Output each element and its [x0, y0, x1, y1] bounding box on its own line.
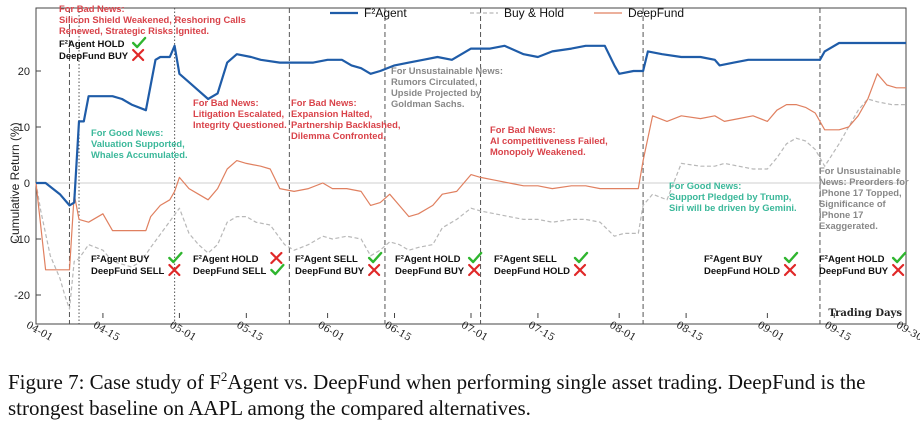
decision-f2-label: F²Agent HOLD [395, 254, 461, 265]
news-unsustainable-line: iPhone 17 [819, 209, 863, 220]
series-line-f2 [36, 41, 906, 207]
news-unsustainable-line: For Unsustainable [819, 165, 901, 176]
news-bad-line: Expansion Halted, [291, 108, 372, 119]
news-bad-line: AI competitiveness Failed, [490, 135, 608, 146]
x-tick-label: 07-01 [459, 320, 489, 344]
x-tick-label: 05-01 [167, 320, 197, 344]
news-bad-line: For Bad News: [59, 3, 125, 14]
news-unsustainable-line: iPhone 17 Topped, [819, 187, 902, 198]
news-good-line: Valuation Supported, [91, 138, 185, 149]
news-bad-line: For Bad News: [193, 97, 259, 108]
cross-icon [573, 263, 587, 277]
cross-icon [168, 263, 181, 277]
decision-deepfund-label: DeepFund BUY [295, 266, 365, 277]
check-icon [783, 251, 799, 264]
cross-icon [892, 263, 905, 277]
check-icon [131, 36, 147, 49]
x-tick-label: 04-01 [24, 320, 54, 344]
news-unsustainable-line: Significance of [819, 198, 887, 209]
caption-suffix: Agent vs. DeepFund when performing singl… [8, 370, 866, 420]
cross-icon [468, 263, 481, 277]
news-good-line: For Good News: [91, 127, 163, 138]
decision-deepfund-label: DeepFund BUY [819, 266, 889, 277]
y-tick-label: 20 [18, 66, 30, 78]
decision-f2-label: F²Agent BUY [91, 254, 150, 265]
series-line-buyhold [35, 98, 906, 310]
news-unsustainable-line: Upside Projected by [391, 87, 482, 98]
cross-icon [132, 48, 145, 62]
news-bad-line: Monopoly Weakened. [490, 146, 586, 157]
news-bad-line: Partnership Backlashed, [291, 119, 400, 130]
news-good-line: Support Pledged by Trump, [669, 191, 791, 202]
y-tick-label: -20 [14, 290, 30, 302]
check-icon [891, 251, 907, 264]
check-icon [270, 263, 285, 276]
caption-superscript: 2 [220, 369, 228, 384]
plot-frame [35, 7, 907, 325]
news-bad-line: Renewed, Strategic Risks Ignited. [59, 25, 209, 36]
legend-label-deepfund: DeepFund [628, 6, 684, 20]
decision-deepfund-label: DeepFund SELL [91, 266, 165, 277]
check-icon [467, 251, 483, 264]
news-bad-line: Silicon Shield Weakened, Reshoring Calls [59, 14, 246, 25]
decision-f2-label: F²Agent HOLD [193, 254, 259, 265]
decision-f2-label: F²Agent BUY [704, 254, 763, 265]
decision-deepfund-label: DeepFund SELL [193, 266, 267, 277]
x-tick-label: 05-15 [234, 320, 264, 344]
x-tick-label: 06-15 [383, 320, 413, 344]
decision-deepfund-label: DeepFund HOLD [494, 266, 570, 277]
legend-label-buyhold: Buy & Hold [504, 6, 564, 20]
x-tick-label: 04-15 [91, 320, 121, 344]
x-tick-label: 08-01 [607, 320, 637, 344]
chart-figure: -20 -10 0 10 20 Cumulative Return (%) 04-01 04-… [8, 3, 920, 344]
legend-label-f2: F²Agent [364, 6, 407, 20]
decision-deepfund-label: DeepFund BUY [59, 51, 129, 62]
news-bad-line: Dilemma Confronted. [291, 130, 386, 141]
cross-icon [368, 263, 381, 277]
y-tick-label: -10 [14, 234, 30, 246]
check-icon [573, 251, 589, 264]
news-bad-line: Litigation Escalated, [193, 108, 284, 119]
figure-caption: Figure 7: Case study of F2Agent vs. Deep… [8, 364, 913, 421]
y-tick-label: 10 [18, 122, 30, 134]
series-line-deepfund [35, 73, 906, 271]
x-tick-label: 07-15 [526, 320, 556, 344]
y-tick-label: 0 [24, 178, 30, 190]
check-icon [367, 251, 383, 264]
news-bad-line: Integrity Questioned. [193, 119, 287, 130]
decision-deepfund-label: DeepFund HOLD [704, 266, 780, 277]
news-bad-line: For Bad News: [291, 97, 357, 108]
news-good-line: Siri will be driven by Gemini. [669, 202, 797, 213]
y-axis-label: Cumulative Return (%) [8, 122, 22, 243]
news-unsustainable-line: Exaggerated. [819, 220, 878, 231]
news-unsustainable-line: Rumors Circulated, [391, 76, 477, 87]
x-tick-label: 09-30 [894, 320, 920, 344]
x-axis-label: Trading Days [828, 308, 902, 319]
news-good-line: Whales Accumulated. [91, 149, 188, 160]
news-unsustainable-line: For Unsustainable News: [391, 65, 503, 76]
caption-prefix: Figure 7: Case study of F [8, 370, 221, 394]
x-tick-label: 06-01 [316, 320, 346, 344]
decision-f2-label: F²Agent SELL [295, 254, 358, 265]
news-unsustainable-line: Goldman Sachs. [391, 98, 464, 109]
news-good-line: For Good News: [669, 180, 741, 191]
decision-f2-label: F²Agent HOLD [59, 39, 125, 50]
news-bad-line: For Bad News: [490, 124, 556, 135]
x-tick-label: 08-15 [674, 320, 704, 344]
news-unsustainable-line: News: Preorders for [819, 176, 909, 187]
decision-f2-label: F²Agent SELL [494, 254, 557, 265]
x-tick-label: 09-01 [755, 320, 785, 344]
check-icon [168, 251, 183, 264]
x-tick-label: 09-15 [822, 320, 852, 344]
decision-f2-label: F²Agent HOLD [819, 254, 885, 265]
decision-deepfund-label: DeepFund BUY [395, 266, 465, 277]
cross-icon [783, 263, 797, 277]
case-study-line-chart: -20 -10 0 10 20 Cumulative Return (%) 04-01 04-… [8, 3, 920, 344]
cross-icon [270, 251, 283, 265]
